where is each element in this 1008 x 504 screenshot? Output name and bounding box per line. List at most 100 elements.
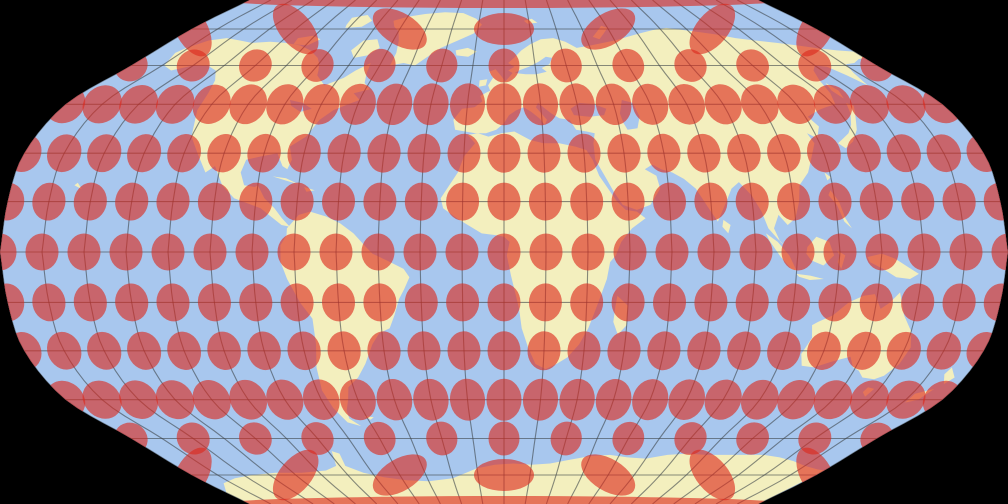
tissot-indicatrix [303,83,340,125]
tissot-indicatrix [413,83,449,126]
tissot-indicatrix [272,3,319,55]
tissot-indicatrix [736,49,769,82]
tissot-indicatrix [192,84,231,124]
tissot-indicatrix [176,422,210,455]
tissot-pole-band [219,496,789,504]
landmass-japan [838,102,857,149]
tissot-indicatrix [277,233,311,271]
tissot-indicatrix [781,233,815,271]
tissot-indicatrix [687,331,721,371]
tissot-indicatrix [403,233,437,271]
tissot-indicatrix [689,3,736,55]
landmass-new-zealand-north [943,367,955,385]
tissot-indicatrix [798,422,832,455]
tissot-indicatrix [192,380,231,420]
tissot-indicatrix [127,331,162,370]
tissot-indicatrix [528,182,562,221]
tissot-indicatrix [82,380,122,419]
tissot-indicatrix [0,182,25,221]
tissot-indicatrix [193,233,227,271]
tissot-indicatrix [798,49,832,82]
tissot-indicatrix [694,182,728,221]
tissot-indicatrix [581,454,636,496]
tissot-indicatrix [727,133,761,173]
tissot-indicatrix [859,182,893,221]
tissot-indicatrix [647,133,681,173]
tissot-indicatrix [155,84,195,124]
tissot-indicatrix [818,182,852,221]
tissot-indicatrix [363,283,397,322]
tissot-indicatrix [806,134,841,173]
tissot-indicatrix [445,233,479,271]
tissot-indicatrix [449,378,486,421]
tissot-indicatrix [488,48,520,83]
tissot-indicatrix [372,8,427,50]
tissot-indicatrix [859,283,893,322]
tissot-indicatrix [942,283,976,322]
tissot-indicatrix [155,380,195,420]
tissot-indicatrix [447,133,481,173]
tissot-indicatrix [488,421,520,456]
tissot-indicatrix [991,233,1008,271]
tissot-indicatrix [527,331,561,371]
tissot-indicatrix [529,233,563,271]
tissot-indicatrix [127,134,162,173]
tissot-indicatrix [372,454,427,496]
tissot-indicatrix [321,182,356,221]
tissot-indicatrix [363,421,396,456]
tissot-indicatrix [46,331,82,370]
tissot-indicatrix [736,422,769,455]
tissot-indicatrix [363,48,396,83]
tissot-indicatrix [486,378,522,421]
landmass-taiwan [824,172,831,181]
tissot-indicatrix [109,233,143,271]
tissot-indicatrix [229,379,267,420]
tissot-indicatrix [567,331,601,371]
tissot-indicatrix [449,83,486,126]
tissot-indicatrix [607,133,641,173]
tissot-indicatrix [595,83,632,126]
tissot-indicatrix [487,182,521,221]
tissot-indicatrix [363,182,397,221]
tissot-indicatrix [207,133,241,173]
tissot-indicatrix [197,283,231,322]
tissot-indicatrix [806,331,841,370]
tissot-indicatrix [167,134,202,173]
tissot-indicatrix [647,331,681,371]
tissot-indicatrix [32,283,66,322]
tissot-indicatrix [813,84,853,124]
tissot-indicatrix [652,182,687,221]
tissot-indicatrix [287,331,321,371]
tissot-indicatrix [239,283,273,322]
tissot-indicatrix [73,283,107,322]
tissot-indicatrix [846,331,881,370]
tissot-indicatrix [301,49,334,82]
tissot-indicatrix [522,378,559,421]
tissot-indicatrix [813,380,853,420]
tissot-indicatrix [339,83,376,125]
tissot-indicatrix [73,182,107,221]
tissot-indicatrix [652,283,687,322]
tissot-indicatrix [487,233,521,271]
tissot-indicatrix [850,380,889,419]
tissot-indicatrix [611,182,645,221]
tissot-indicatrix [266,84,304,125]
tissot-indicatrix [247,331,281,371]
landmass-java [796,273,824,280]
tissot-indicatrix [522,83,559,126]
tissot-indicatrix [115,283,149,322]
tissot-indicatrix [612,421,645,456]
tissot-indicatrix [0,283,25,322]
tissot-indicatrix [767,133,801,173]
tissot-indicatrix [865,233,899,271]
tissot-indicatrix [32,182,66,221]
tissot-indicatrix [287,133,321,173]
tissot-indicatrix [674,422,707,455]
tissot-indicatrix [570,283,604,322]
tissot-indicatrix [361,233,395,271]
tissot-indicatrix [280,182,314,221]
tissot-indicatrix [487,283,521,322]
tissot-indicatrix [527,133,561,173]
tissot-indicatrix [655,233,689,271]
tissot-indicatrix [486,83,522,126]
